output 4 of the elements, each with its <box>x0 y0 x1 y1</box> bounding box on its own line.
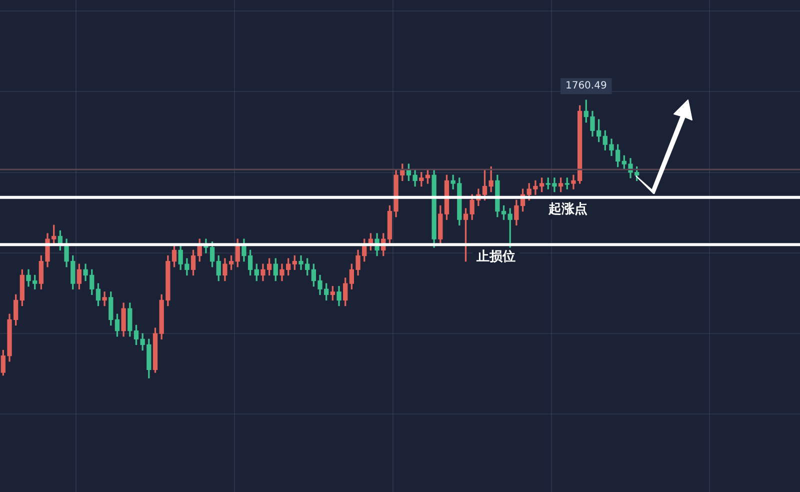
ref-line-label: 止损位 <box>476 249 516 264</box>
annotation: 1760.49 <box>565 80 607 92</box>
ref-line-label: 起涨点 <box>548 201 588 218</box>
candlestick <box>102 292 107 306</box>
